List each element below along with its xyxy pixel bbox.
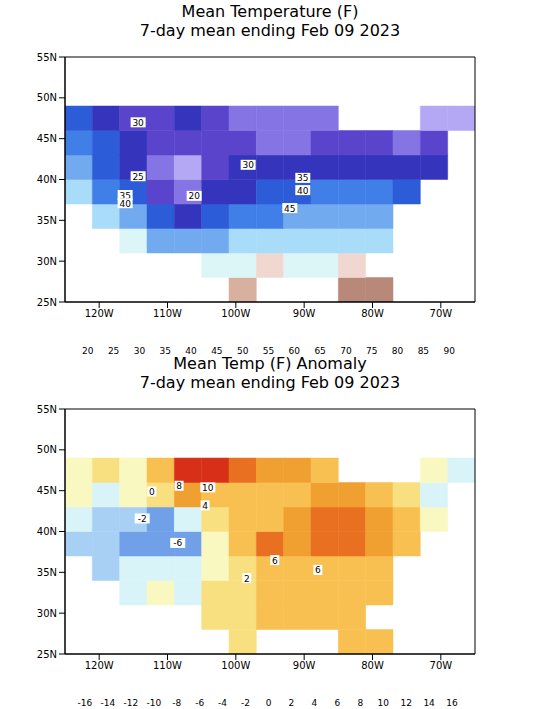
svg-text:30N: 30N <box>37 256 57 267</box>
svg-text:45N: 45N <box>37 133 57 144</box>
svg-text:50: 50 <box>237 346 249 354</box>
svg-text:-8: -8 <box>172 698 181 706</box>
svg-text:40N: 40N <box>37 174 57 185</box>
svg-text:4: 4 <box>202 501 208 511</box>
svg-text:45: 45 <box>284 204 295 214</box>
svg-text:80: 80 <box>392 346 404 354</box>
svg-text:80W: 80W <box>361 660 384 671</box>
svg-text:100W: 100W <box>221 308 250 319</box>
svg-text:35: 35 <box>160 346 171 354</box>
svg-text:30: 30 <box>134 346 146 354</box>
svg-text:12: 12 <box>400 698 411 706</box>
svg-text:80W: 80W <box>361 308 384 319</box>
svg-text:70: 70 <box>340 346 352 354</box>
svg-text:40: 40 <box>119 199 131 209</box>
svg-text:-4: -4 <box>218 698 227 706</box>
svg-text:30N: 30N <box>37 608 57 619</box>
svg-text:25: 25 <box>132 172 143 182</box>
svg-text:75: 75 <box>366 346 377 354</box>
svg-text:110W: 110W <box>153 660 182 671</box>
svg-text:90: 90 <box>443 346 455 354</box>
svg-text:110W: 110W <box>153 308 182 319</box>
svg-text:55: 55 <box>263 346 274 354</box>
svg-text:-6: -6 <box>195 698 204 706</box>
svg-text:10: 10 <box>202 483 214 493</box>
svg-text:6: 6 <box>334 698 340 706</box>
svg-text:-16: -16 <box>78 698 93 706</box>
svg-text:100W: 100W <box>221 660 250 671</box>
svg-text:30: 30 <box>242 160 254 170</box>
svg-text:-6: -6 <box>173 538 182 548</box>
svg-text:8: 8 <box>176 481 182 491</box>
svg-text:-2: -2 <box>138 514 147 524</box>
svg-text:10: 10 <box>377 698 389 706</box>
svg-text:25: 25 <box>108 346 119 354</box>
svg-text:90W: 90W <box>293 660 316 671</box>
svg-text:20: 20 <box>188 191 200 201</box>
svg-text:-10: -10 <box>146 698 161 706</box>
html-text:Mean Temperature (F): Mean Temperature (F) <box>181 2 359 21</box>
svg-text:2: 2 <box>244 574 250 584</box>
svg-text:70W: 70W <box>430 308 453 319</box>
svg-text:35: 35 <box>119 190 131 201</box>
svg-text:8: 8 <box>357 698 363 706</box>
svg-text:55N: 55N <box>37 404 57 415</box>
svg-text:35N: 35N <box>37 215 57 226</box>
svg-text:2: 2 <box>289 698 295 706</box>
svg-text:0: 0 <box>266 698 272 706</box>
svg-text:90W: 90W <box>293 308 316 319</box>
svg-text:50N: 50N <box>37 92 57 103</box>
svg-text:4: 4 <box>312 698 318 706</box>
svg-text:45N: 45N <box>37 485 57 496</box>
svg-text:-12: -12 <box>123 698 138 706</box>
svg-text:50N: 50N <box>37 444 57 455</box>
svg-text:85: 85 <box>418 346 429 354</box>
svg-text:45: 45 <box>211 346 222 354</box>
svg-text:20: 20 <box>82 346 94 354</box>
svg-text:55N: 55N <box>37 52 57 63</box>
svg-text:6: 6 <box>315 565 321 575</box>
svg-text:25N: 25N <box>37 649 57 660</box>
html-text:7-day mean ending Feb 09 2023: 7-day mean ending Feb 09 2023 <box>139 373 401 392</box>
html-text:Mean Temp (F) Anomaly: Mean Temp (F) Anomaly <box>173 354 367 373</box>
svg-text:40N: 40N <box>37 526 57 537</box>
svg-text:40: 40 <box>185 346 197 354</box>
svg-text:35: 35 <box>297 173 308 183</box>
svg-text:40: 40 <box>297 186 309 196</box>
svg-text:60: 60 <box>289 346 301 354</box>
svg-text:25N: 25N <box>37 297 57 308</box>
svg-text:-2: -2 <box>241 698 250 706</box>
svg-text:120W: 120W <box>85 660 114 671</box>
svg-text:14: 14 <box>423 698 435 706</box>
svg-text:30: 30 <box>132 118 144 128</box>
svg-text:6: 6 <box>272 556 278 566</box>
svg-text:16: 16 <box>446 698 458 706</box>
svg-text:70W: 70W <box>430 660 453 671</box>
svg-text:35N: 35N <box>37 567 57 578</box>
svg-text:65: 65 <box>314 346 325 354</box>
svg-text:0: 0 <box>149 487 155 497</box>
svg-text:120W: 120W <box>85 308 114 319</box>
html-text:7-day mean ending Feb 09 2023: 7-day mean ending Feb 09 2023 <box>139 21 401 40</box>
svg-text:-14: -14 <box>101 698 116 706</box>
